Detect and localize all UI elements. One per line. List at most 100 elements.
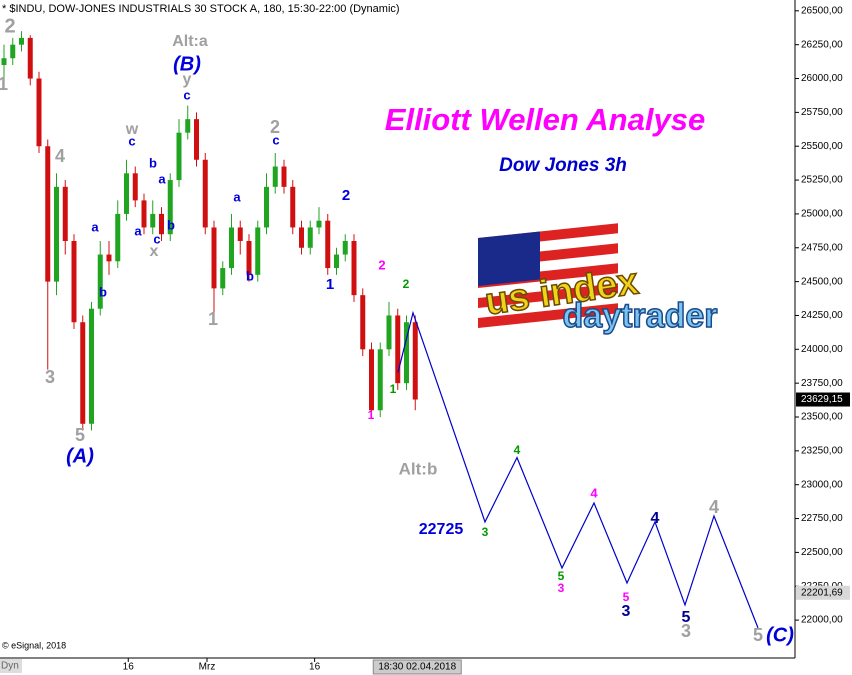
wave-label: b (149, 155, 157, 170)
x-axis-badge: Dyn (1, 661, 19, 672)
candle-body (115, 213, 121, 262)
candle-body (351, 240, 357, 296)
wave-label: a (134, 223, 142, 238)
candle-body (403, 322, 409, 384)
wave-label: c (128, 133, 135, 148)
candle-body (237, 227, 243, 241)
candle-body (97, 254, 103, 309)
wave-label: (A) (66, 445, 94, 467)
wave-label: 22725 (419, 521, 464, 538)
candle-body (141, 200, 147, 228)
ref-price-box (796, 585, 850, 600)
chart-subtitle: Dow Jones 3h (499, 155, 627, 176)
wave-label: a (91, 219, 99, 234)
wave-label: 1 (390, 382, 397, 396)
candle-body (185, 119, 191, 133)
y-tick-label: 22750,00 (801, 513, 843, 524)
candle-body (360, 295, 366, 350)
candle-body (10, 44, 16, 59)
candle-body (53, 186, 59, 282)
candles (1, 31, 418, 431)
wave-label: b (167, 217, 175, 232)
wave-label: Alt:a (172, 33, 208, 50)
wave-label: x (150, 243, 159, 260)
wave-label: a (233, 189, 241, 204)
y-tick-label: 26500,00 (801, 5, 843, 16)
candle-body (71, 240, 77, 323)
logo-line2: daytrader (563, 297, 718, 335)
wave-label: 3 (558, 581, 565, 595)
candle-body (18, 37, 24, 45)
y-tick-label: 26250,00 (801, 39, 843, 50)
candle-body (386, 315, 392, 350)
wave-label: 2 (403, 277, 410, 291)
candle-body (158, 213, 164, 235)
wave-label: 1 (368, 408, 375, 422)
candle-body (1, 58, 7, 65)
wave-label: b (99, 284, 107, 299)
candle-body (150, 213, 156, 228)
y-tick-label: 23250,00 (801, 445, 843, 456)
last-price-label: 23629,15 (801, 394, 843, 405)
candle-body (193, 119, 199, 160)
wave-label: 5 (682, 609, 691, 626)
wave-label: c (183, 87, 190, 102)
wave-label: 4 (514, 443, 521, 457)
wave-label: 2 (270, 117, 280, 137)
y-tick-label: 23750,00 (801, 378, 843, 389)
candle-body (246, 240, 252, 275)
wave-label: 5 (75, 425, 85, 445)
y-tick-label: 24000,00 (801, 344, 843, 355)
candle-body (62, 186, 68, 241)
badge-box (0, 659, 22, 673)
wave-label: 2 (4, 15, 15, 37)
candle-body (220, 268, 226, 289)
candle-body (325, 220, 331, 269)
candle-body (27, 37, 33, 79)
wave-label: Alt:b (399, 459, 438, 478)
candle-body (281, 166, 287, 187)
wave-label: 2 (342, 187, 350, 204)
wave-label: 1 (0, 74, 8, 94)
flag (478, 223, 618, 328)
ref-price-label: 22201,69 (801, 587, 843, 598)
y-tick-label: 25000,00 (801, 209, 843, 220)
wave-label: 1 (326, 276, 334, 293)
chart-header: * $INDU, DOW-JONES INDUSTRIALS 30 STOCK … (2, 3, 400, 15)
candle-body (316, 220, 322, 228)
candle-body (368, 349, 374, 411)
cursor-label: 18:30 02.04.2018 (378, 662, 456, 673)
y-tick-label: 23000,00 (801, 479, 843, 490)
candle-body (167, 180, 173, 235)
wave-label: w (125, 121, 139, 138)
candle-body (176, 132, 182, 181)
candle-body (272, 166, 278, 187)
copyright: © eSignal, 2018 (2, 640, 66, 650)
wave-label: 4 (590, 485, 598, 500)
wave-label: c (272, 132, 279, 147)
candle-body (88, 308, 94, 424)
wave-label: y (183, 71, 192, 88)
candle-body (211, 227, 217, 289)
candle-body (412, 322, 418, 400)
chart-title: Elliott Wellen Analyse (385, 102, 705, 137)
wave-label: 5 (558, 569, 565, 583)
candle-body (106, 254, 112, 262)
last-price-box (796, 392, 850, 407)
wave-label: 5 (753, 625, 763, 645)
candle-body (342, 240, 348, 255)
wave-label: 2 (378, 257, 385, 272)
y-tick-label: 25250,00 (801, 175, 843, 186)
candle-body (80, 322, 86, 424)
candle-body (45, 146, 51, 282)
wave-label: a (158, 171, 166, 186)
wave-label: 1 (208, 309, 218, 329)
y-tick-label: 25750,00 (801, 107, 843, 118)
wave-label: 5 (623, 590, 630, 604)
y-tick-label: 22000,00 (801, 615, 843, 626)
candle-body (123, 173, 129, 214)
y-tick-label: 25500,00 (801, 141, 843, 152)
candle-body (298, 227, 304, 248)
